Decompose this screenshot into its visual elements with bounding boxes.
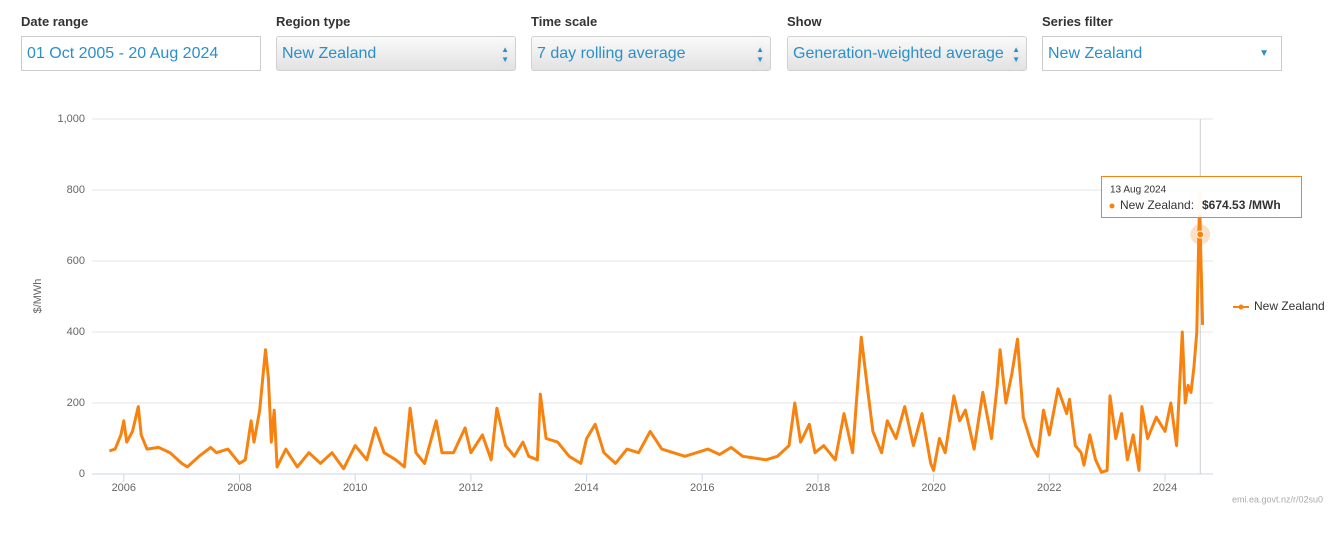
x-tick-label: 2020	[921, 482, 945, 494]
x-tick-label: 2018	[806, 482, 830, 494]
tooltip-dot	[1109, 203, 1115, 209]
x-tick-label: 2010	[343, 482, 367, 494]
control: Time scale 7 day rolling average ▲ ▼	[531, 14, 771, 71]
legend-marker	[1238, 304, 1244, 310]
y-tick-label: 0	[79, 468, 85, 480]
control-box[interactable]: New Zealand ▲ ▼	[276, 36, 516, 71]
y-tick-label: 400	[67, 326, 85, 338]
x-tick-label: 2008	[227, 482, 251, 494]
tooltip-box	[1101, 176, 1302, 218]
source-link[interactable]: emi.ea.govt.nz/r/02su0	[1232, 494, 1323, 504]
x-tick-label: 2014	[574, 482, 598, 494]
control-value: 7 day rolling average	[537, 45, 686, 62]
y-tick-label: 600	[67, 255, 85, 267]
control-value: 01 Oct 2005 - 20 Aug 2024	[27, 45, 219, 62]
select-arrows: ▲ ▼	[756, 37, 764, 65]
select-arrows: ▲ ▼	[1012, 37, 1020, 65]
control-label: Date range	[21, 14, 89, 29]
tooltip-label: New Zealand:	[1120, 198, 1194, 212]
select-arrows: ▲ ▼	[501, 37, 509, 65]
control: Date range 01 Oct 2005 - 20 Aug 2024	[21, 14, 261, 71]
control-value: Generation-weighted average	[793, 45, 1004, 62]
y-tick-label: 1,000	[57, 113, 85, 125]
x-tick-label: 2022	[1037, 482, 1061, 494]
control-value: New Zealand	[1048, 45, 1143, 62]
y-tick-label: 200	[67, 397, 85, 409]
control: Show Generation-weighted average ▲ ▼	[787, 14, 1027, 71]
dropdown-arrow: ▼	[1259, 37, 1269, 70]
y-axis-title: $/MWh	[32, 279, 44, 314]
x-tick-label: 2012	[459, 482, 483, 494]
control-box[interactable]: New Zealand ▼	[1042, 36, 1282, 71]
x-tick-label: 2006	[112, 482, 136, 494]
y-tick-label: 800	[67, 184, 85, 196]
control: Series filter New Zealand ▼	[1042, 14, 1282, 71]
series-line	[108, 192, 1205, 474]
control-label: Time scale	[531, 14, 598, 29]
control-value: New Zealand	[282, 45, 377, 62]
control: Region type New Zealand ▲ ▼	[276, 14, 516, 71]
control-box[interactable]: 7 day rolling average ▲ ▼	[531, 36, 771, 71]
legend-label[interactable]: New Zealand	[1254, 299, 1325, 313]
control-label: Show	[787, 14, 822, 29]
x-tick-label: 2024	[1153, 482, 1177, 494]
control-label: Region type	[276, 14, 351, 29]
tooltip-date: 13 Aug 2024	[1110, 185, 1167, 196]
tooltip-value: $674.53 /MWh	[1202, 198, 1281, 212]
control-box[interactable]: Generation-weighted average ▲ ▼	[787, 36, 1027, 71]
control-label: Series filter	[1042, 14, 1113, 29]
hover-point	[1196, 230, 1205, 239]
control-box[interactable]: 01 Oct 2005 - 20 Aug 2024	[21, 36, 261, 71]
x-tick-label: 2016	[690, 482, 714, 494]
